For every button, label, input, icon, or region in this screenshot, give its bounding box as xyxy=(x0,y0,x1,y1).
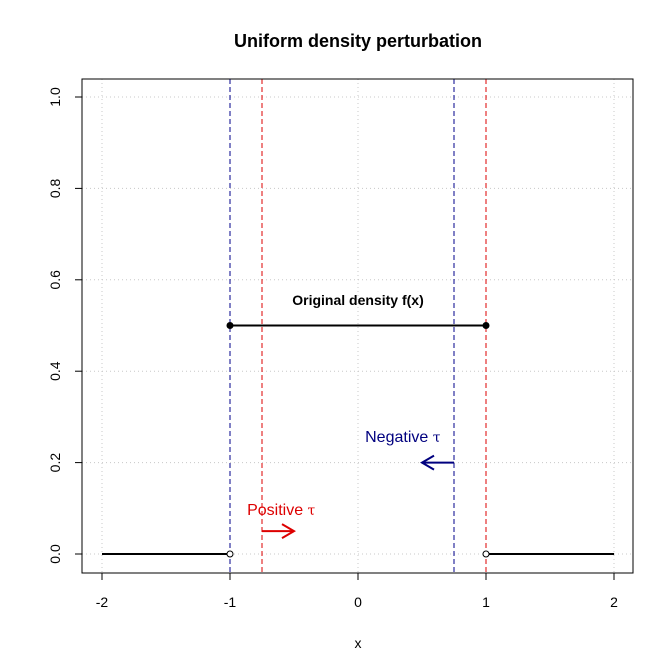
x-tick-label-2: 0 xyxy=(354,594,362,610)
y-tick-label-1: 0.2 xyxy=(47,453,63,473)
closed-point-1-1 xyxy=(482,322,490,329)
x-tick-label-4: 2 xyxy=(610,594,618,610)
x-tick-label-1: -1 xyxy=(224,594,237,610)
x-tick-label-3: 1 xyxy=(482,594,490,610)
arrow-0 xyxy=(420,454,454,471)
annotations: Original density f(x) Negative τ Positive … xyxy=(247,292,454,540)
y-tick-label-2: 0.4 xyxy=(47,361,63,381)
y-tick-label-3: 0.6 xyxy=(47,270,63,290)
open-point-0-0 xyxy=(226,550,234,558)
y-axis: 0.0 0.2 0.4 0.6 0.8 1.0 xyxy=(47,87,83,564)
arrow-1 xyxy=(262,523,296,540)
annotation-1: Negative τ xyxy=(365,429,441,446)
y-tick-label-4: 0.8 xyxy=(47,178,63,198)
x-axis-label: x xyxy=(355,635,362,651)
vertical-lines xyxy=(229,79,487,573)
annotation-0: Original density f(x) xyxy=(292,292,423,308)
y-tick-label-0: 0.0 xyxy=(47,544,63,564)
x-axis: -2 -1 0 1 2 xyxy=(96,572,618,610)
density-series xyxy=(102,322,614,558)
annotation-2: Positive τ xyxy=(247,502,315,519)
chart-title: Uniform density perturbation xyxy=(234,31,482,51)
x-tick-label-0: -2 xyxy=(96,594,109,610)
closed-point-1-0 xyxy=(226,322,234,329)
y-tick-label-5: 1.0 xyxy=(47,87,63,107)
open-point-2-0 xyxy=(482,550,490,558)
